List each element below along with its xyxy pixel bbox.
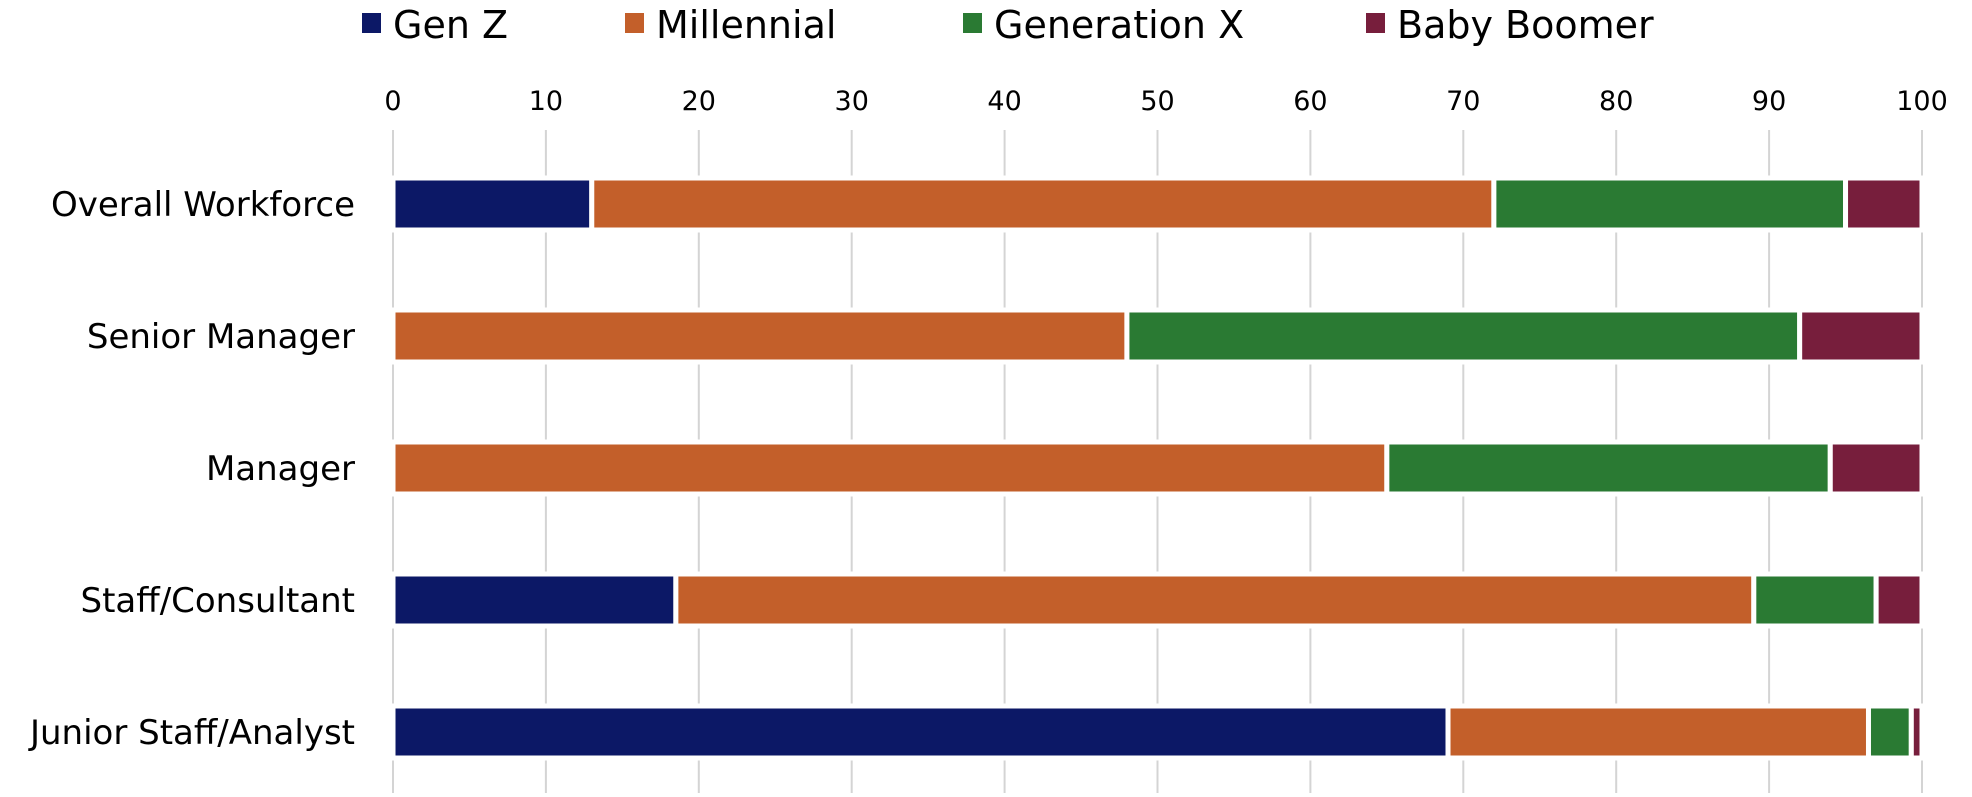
bar-junior-staff-analyst-gen-z (390, 703, 1451, 761)
legend-label-baby-boomer: Baby Boomer (1397, 3, 1654, 47)
legend-label-generation-x: Generation X (994, 3, 1244, 47)
bar-staff-consultant-millennial (673, 571, 1757, 629)
category-label-overall-workforce: Overall Workforce (51, 185, 355, 225)
category-label-manager: Manager (206, 449, 355, 489)
bar-senior-manager-baby-boomer (1797, 307, 1925, 365)
x-tick-label-50: 50 (1140, 86, 1174, 117)
x-tick-label-10: 10 (529, 86, 563, 117)
x-tick-label-20: 20 (682, 86, 716, 117)
bar-overall-workforce-baby-boomer (1843, 175, 1925, 233)
bar-overall-workforce-generation-x (1491, 175, 1849, 233)
x-tick-label-60: 60 (1293, 86, 1327, 117)
legend-swatch-generation-x (963, 13, 982, 33)
bar-staff-consultant-gen-z (390, 571, 679, 629)
legend-label-millennial: Millennial (656, 3, 836, 47)
legend-swatch-gen-z (362, 13, 381, 33)
bar-manager-baby-boomer (1827, 439, 1925, 497)
x-tick-label-0: 0 (384, 86, 401, 117)
legend: Gen Z Millennial Generation X Baby Boomer (362, 3, 1654, 47)
legend-label-gen-z: Gen Z (393, 3, 508, 47)
bar-manager-generation-x (1384, 439, 1833, 497)
bar-staff-consultant-generation-x (1751, 571, 1879, 629)
category-label-senior-manager: Senior Manager (87, 317, 355, 357)
bar-staff-consultant-baby-boomer (1873, 571, 1925, 629)
x-tick-label-80: 80 (1599, 86, 1633, 117)
bar-overall-workforce-gen-z (390, 175, 595, 233)
bar-senior-manager-generation-x (1124, 307, 1803, 365)
bar-junior-staff-analyst-baby-boomer (1908, 703, 1925, 761)
bar-senior-manager-millennial (390, 307, 1130, 365)
category-label-staff-consultant: Staff/Consultant (81, 581, 355, 621)
x-tick-label-90: 90 (1752, 86, 1786, 117)
category-label-junior-staff-analyst: Junior Staff/Analyst (28, 713, 355, 753)
x-tick-label-100: 100 (1896, 86, 1948, 117)
legend-swatch-baby-boomer (1366, 13, 1385, 33)
x-axis-ticks: 0 10 20 30 40 50 60 70 80 90 100 (384, 86, 1947, 117)
x-tick-label-30: 30 (835, 86, 869, 117)
legend-swatch-millennial (625, 13, 644, 33)
x-tick-label-70: 70 (1446, 86, 1480, 117)
bar-junior-staff-analyst-millennial (1445, 703, 1871, 761)
bar-junior-staff-analyst-generation-x (1865, 703, 1914, 761)
bars (390, 175, 1925, 761)
bar-overall-workforce-millennial (589, 175, 1497, 233)
x-tick-label-40: 40 (987, 86, 1021, 117)
bar-manager-millennial (390, 439, 1390, 497)
category-labels: Overall Workforce Senior Manager Manager St… (28, 185, 355, 753)
